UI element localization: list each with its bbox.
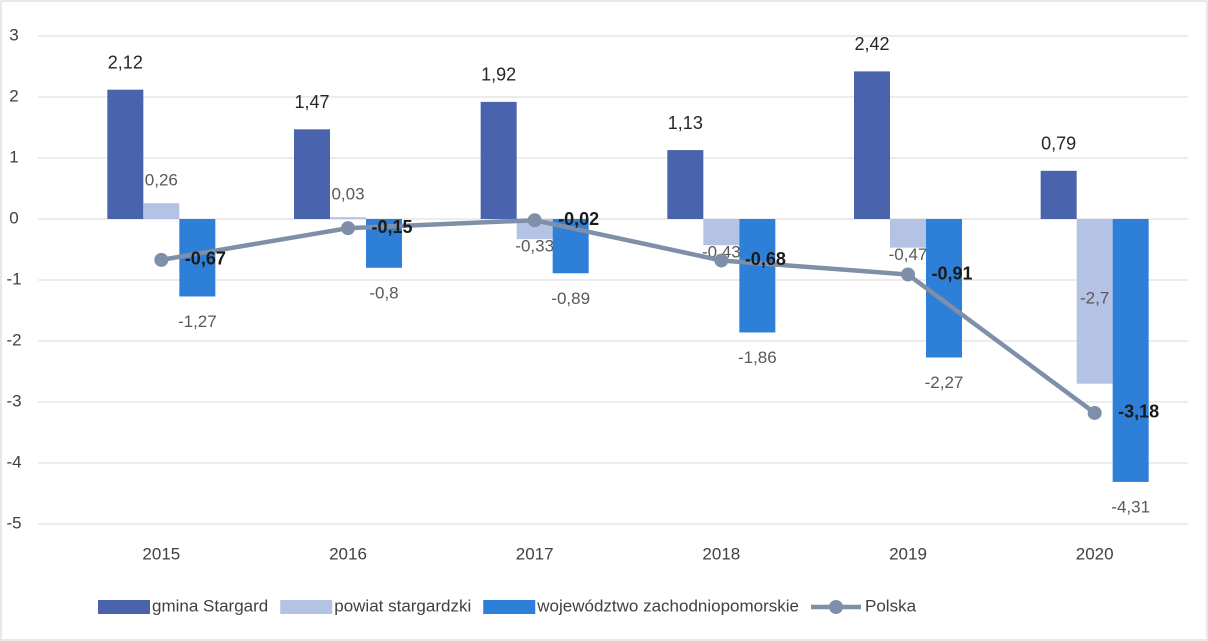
legend-label: województwo zachodniopomorskie (536, 596, 799, 615)
bar (926, 219, 962, 358)
y-tick-label: -3 (6, 391, 21, 410)
data-label: -3,18 (1118, 402, 1159, 422)
data-label: -0,8 (369, 283, 398, 302)
data-label: -0,33 (515, 237, 554, 256)
y-tick-label: 1 (9, 147, 18, 166)
bar (330, 217, 366, 219)
legend-swatch (98, 600, 150, 614)
data-label: -0,15 (371, 217, 412, 237)
line-marker (527, 213, 542, 228)
data-label: -0,47 (889, 245, 928, 264)
data-label: -0,68 (745, 249, 786, 269)
bar (143, 203, 180, 219)
line (160, 217, 1097, 415)
line-marker (154, 252, 169, 267)
x-tick-label: 2016 (329, 544, 367, 563)
line-marker (901, 267, 915, 282)
bar (890, 219, 926, 248)
y-tick-label: -1 (6, 269, 21, 288)
data-label: -2,7 (1080, 288, 1109, 307)
bar (854, 71, 890, 219)
y-tick-label: 0 (9, 208, 18, 227)
y-tick-label: 3 (9, 25, 18, 44)
data-label: 0,26 (145, 171, 178, 190)
x-tick-label: 2015 (142, 544, 180, 563)
y-tick-label: -4 (6, 452, 21, 471)
data-label: -0,89 (551, 289, 590, 308)
y-tick-label: 2 (9, 86, 18, 105)
y-tick-label: -2 (6, 330, 21, 349)
bar (1112, 219, 1149, 482)
x-tick-label: 2017 (516, 544, 554, 563)
x-tick-label: 2018 (702, 544, 740, 563)
data-label: 1,47 (294, 92, 329, 112)
data-label: -4,31 (1111, 497, 1150, 516)
legend-swatch (483, 600, 536, 614)
bar (480, 101, 517, 219)
line-marker (1087, 405, 1102, 420)
data-label: 0,79 (1041, 134, 1076, 154)
legend-label: gmina Stargard (152, 596, 268, 615)
legend-label: Polska (865, 596, 917, 615)
x-tick-label: 2020 (1076, 544, 1114, 563)
legend-swatch (829, 600, 843, 614)
data-label: 1,92 (481, 65, 516, 85)
bar (294, 129, 330, 219)
data-label: 1,13 (668, 113, 703, 133)
bar (703, 219, 740, 246)
bar (1076, 219, 1113, 384)
data-label: -0,67 (185, 249, 226, 269)
line-marker (714, 253, 729, 268)
data-label: -2,27 (925, 373, 964, 392)
data-label: 2,12 (108, 52, 143, 72)
bar (1040, 170, 1077, 219)
data-label: -0,02 (558, 209, 599, 229)
data-label: 2,42 (854, 34, 889, 54)
data-label: -0,91 (931, 263, 972, 283)
data-label: -1,86 (738, 348, 777, 367)
data-label: -1,27 (178, 312, 217, 331)
data-label: 0,03 (331, 185, 364, 204)
x-tick-label: 2019 (889, 544, 927, 563)
legend-label: powiat stargardzki (334, 596, 471, 615)
bar (107, 89, 144, 220)
line-marker (341, 221, 355, 236)
legend-swatch (280, 600, 333, 614)
y-tick-label: -5 (6, 513, 21, 532)
bar (667, 150, 704, 219)
bar (739, 219, 776, 333)
